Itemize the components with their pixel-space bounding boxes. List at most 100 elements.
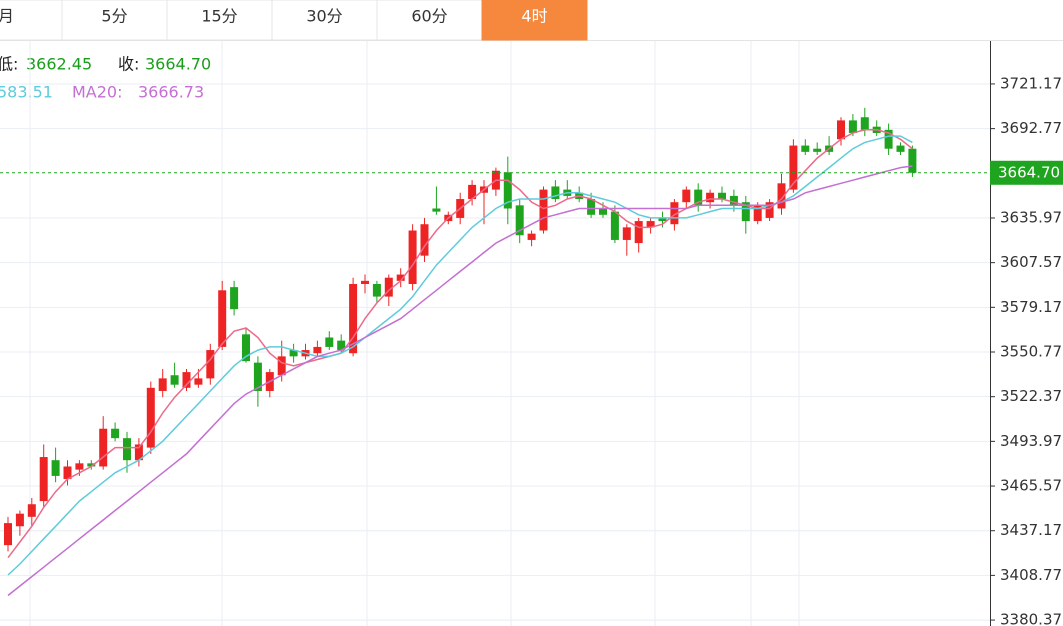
candle-body — [134, 444, 143, 461]
candle-body — [361, 280, 369, 284]
candle-body — [599, 208, 607, 215]
candle-body — [658, 217, 667, 222]
ma-line — [7, 129, 913, 559]
tab[interactable] — [481, 0, 588, 41]
candle-body — [230, 287, 239, 310]
tabs: 月 5分 15分 30分 60分 4时 — [0, 0, 588, 41]
candle-body — [539, 189, 548, 231]
candle-body — [182, 372, 191, 388]
candle-body — [837, 120, 845, 140]
candle-body — [610, 211, 619, 240]
candle-body — [432, 208, 441, 212]
candle-body — [634, 221, 643, 244]
tab-label[interactable]: 60分 — [411, 7, 447, 26]
candle-body — [741, 202, 750, 222]
ma-line — [7, 135, 913, 576]
candle-body — [468, 184, 477, 200]
candle-body — [848, 120, 857, 133]
last-price-box — [990, 160, 1063, 185]
candle-body — [27, 504, 36, 517]
y-tick-label: 3408.77 — [1000, 566, 1062, 584]
candle-body — [218, 290, 227, 347]
candle-body — [146, 387, 155, 448]
y-tick-label: 3550.77 — [1000, 343, 1062, 361]
candle-body — [289, 350, 298, 357]
candle-body — [646, 221, 655, 228]
tab[interactable] — [271, 0, 378, 41]
candle-body — [4, 523, 12, 546]
candle-body — [860, 117, 869, 130]
candle-body — [372, 283, 381, 297]
candle-body — [75, 463, 84, 470]
tab-label[interactable]: 30分 — [306, 7, 342, 26]
candle-body — [884, 129, 893, 149]
candle-body — [515, 205, 524, 236]
y-tick-label: 3607.57 — [1000, 253, 1062, 271]
candle-body — [587, 199, 596, 215]
candle-body — [15, 513, 24, 527]
candle-body — [551, 186, 560, 200]
candle-body — [765, 202, 774, 218]
y-tick-label: 3635.97 — [1000, 208, 1062, 226]
close-label: 收: — [118, 55, 139, 74]
tab-label[interactable]: 4时 — [521, 7, 547, 26]
ma10-value: 583.51 — [0, 83, 53, 102]
candle-body — [194, 378, 203, 385]
tab-label[interactable]: 5分 — [101, 7, 127, 26]
candle-body — [325, 337, 334, 347]
y-tick-label: 3437.17 — [1000, 521, 1062, 539]
candle-body — [206, 350, 215, 379]
y-tick-label: 3721.17 — [1000, 74, 1062, 92]
candle-body — [349, 283, 358, 354]
candle-body — [670, 202, 679, 225]
candle-body — [813, 148, 822, 152]
y-tick-label: 3522.37 — [1000, 387, 1062, 405]
candle-body — [777, 183, 786, 209]
candle-body — [39, 457, 48, 502]
candle-body — [682, 189, 691, 203]
candle-body — [170, 375, 179, 385]
candle-body — [111, 428, 120, 439]
last-price-label: 3664.70 — [998, 163, 1060, 181]
candle-body — [896, 145, 905, 152]
candle-body — [99, 428, 108, 467]
low-value: 3662.45 — [26, 55, 92, 74]
candle-body — [622, 227, 631, 240]
candle-body — [63, 466, 72, 480]
candle-body — [253, 362, 262, 391]
y-tick-label: 3465.57 — [1000, 477, 1062, 495]
candle-body — [706, 192, 715, 203]
candle-body — [718, 192, 726, 200]
candle-body — [789, 145, 798, 190]
candle-body — [396, 274, 405, 281]
ma20-label: MA20: — [72, 83, 123, 102]
tab[interactable] — [0, 0, 63, 41]
y-tick-label: 3380.37 — [1000, 611, 1062, 626]
y-tick-label: 3692.77 — [1000, 119, 1062, 137]
tab[interactable] — [166, 0, 273, 41]
candle-body — [313, 346, 322, 354]
candle-body — [503, 172, 512, 209]
candle-body — [694, 189, 703, 206]
low-label: 低: — [0, 55, 18, 74]
candle-body — [753, 205, 762, 222]
y-tick-label: 3493.97 — [1000, 432, 1062, 450]
candle-body — [277, 356, 286, 376]
ma-line — [7, 165, 913, 597]
candle-body — [729, 195, 738, 206]
candle-body — [408, 230, 417, 284]
candle-body — [801, 145, 810, 152]
y-tick-label: 3579.17 — [1000, 298, 1062, 316]
candle-body — [908, 148, 917, 173]
candle-body — [384, 277, 393, 297]
candle-body — [527, 233, 536, 240]
candle-body — [51, 460, 60, 476]
candle-body — [87, 463, 96, 467]
candle-body — [158, 378, 167, 391]
tab-label[interactable]: 15分 — [201, 7, 237, 26]
candle-body — [420, 224, 429, 256]
ma20-value: 3666.73 — [138, 83, 204, 102]
tab-label[interactable]: 月 — [0, 7, 14, 26]
